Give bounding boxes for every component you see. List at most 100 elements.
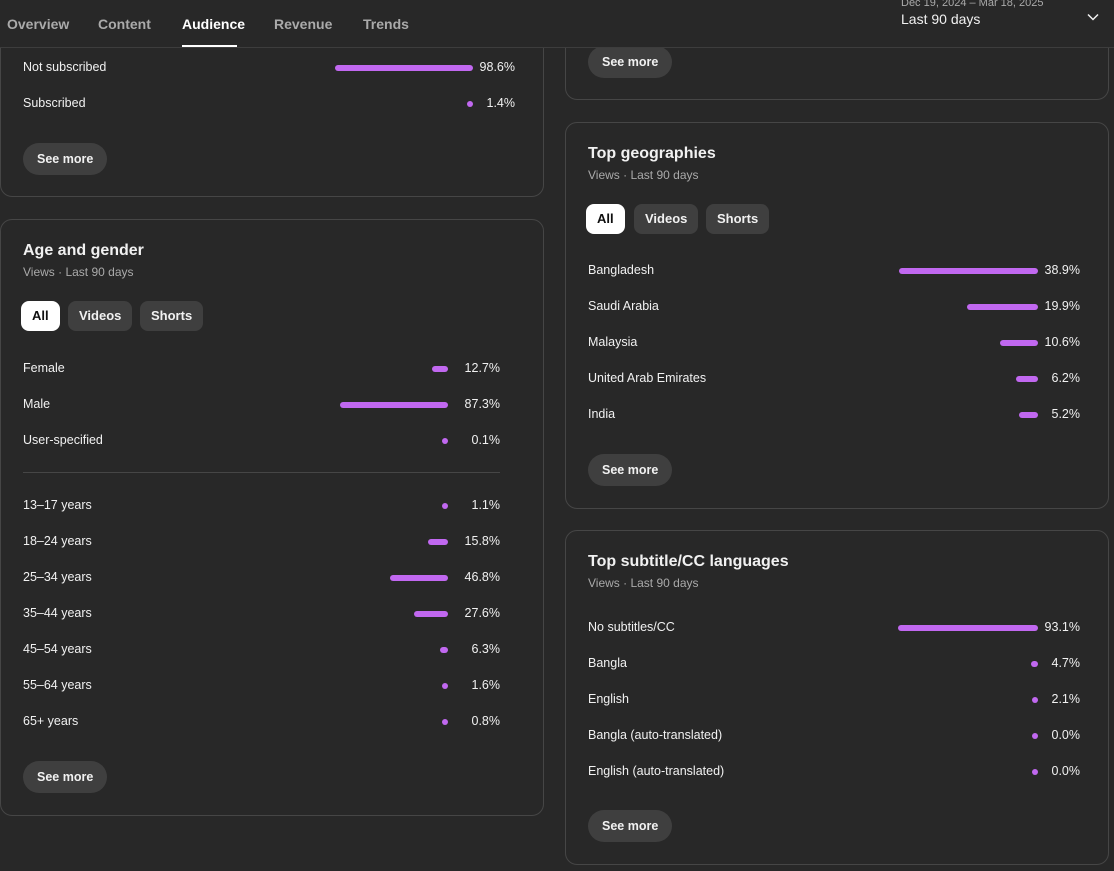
chip-shorts[interactable]: Shorts: [140, 301, 204, 331]
see-more-button[interactable]: See more: [588, 810, 673, 842]
list-item: Subscribed 1.4%: [23, 93, 515, 113]
row-percentage: 0.0%: [1051, 764, 1081, 778]
row-percentage: 27.6%: [464, 606, 500, 620]
see-more-button[interactable]: See more: [23, 143, 108, 175]
percentage-bar: [442, 438, 448, 444]
card-subtitle: Views · Last 90 days: [23, 265, 134, 279]
date-range-selector[interactable]: Dec 19, 2024 – Mar 18, 2025 Last 90 days: [901, 0, 1043, 27]
row-label: Subscribed: [23, 96, 86, 110]
chip-videos[interactable]: Videos: [68, 301, 133, 331]
list-item: Female 12.7%: [23, 358, 500, 378]
row-label: United Arab Emirates: [588, 371, 707, 385]
list-item: Malaysia 10.6%: [588, 332, 1080, 352]
row-label: Saudi Arabia: [588, 299, 659, 313]
row-percentage: 15.8%: [464, 534, 500, 548]
chip-all[interactable]: All: [586, 204, 625, 234]
date-range-label: Last 90 days: [901, 11, 981, 27]
percentage-bar: [1032, 769, 1038, 775]
percentage-bar: [1000, 340, 1038, 346]
row-percentage: 19.9%: [1044, 299, 1080, 313]
row-label: 25–34 years: [23, 570, 92, 584]
percentage-bar: [467, 101, 473, 107]
list-item: 35–44 years 27.6%: [23, 603, 500, 623]
row-percentage: 98.6%: [479, 60, 515, 74]
percentage-bar: [1031, 661, 1038, 667]
percentage-bar: [414, 611, 448, 617]
chip-all[interactable]: All: [21, 301, 60, 331]
percentage-bar: [898, 625, 1038, 631]
percentage-bar: [442, 683, 448, 689]
tab-overview[interactable]: Overview: [7, 16, 70, 32]
percentage-bar: [390, 575, 448, 581]
percentage-bar: [1032, 697, 1038, 703]
row-label: Bangla (auto-translated): [588, 728, 723, 742]
see-more-button[interactable]: See more: [23, 761, 108, 793]
percentage-bar: [899, 268, 1038, 274]
row-percentage: 12.7%: [464, 361, 500, 375]
card-subtitle: Views · Last 90 days: [588, 168, 699, 182]
row-percentage: 6.3%: [471, 642, 501, 656]
percentage-bar: [442, 719, 448, 725]
row-percentage: 93.1%: [1044, 620, 1080, 634]
percentage-bar: [340, 402, 448, 408]
row-percentage: 1.1%: [471, 498, 501, 512]
divider: [23, 472, 500, 473]
top-navigation-bar: Overview Content Audience Revenue Trends…: [0, 0, 1114, 48]
see-more-button[interactable]: See more: [588, 46, 673, 78]
list-item: India 5.2%: [588, 404, 1080, 424]
row-percentage: 1.6%: [471, 678, 501, 692]
row-percentage: 2.1%: [1051, 692, 1081, 706]
row-label: English (auto-translated): [588, 764, 725, 778]
see-more-button[interactable]: See more: [588, 454, 673, 486]
tab-trends[interactable]: Trends: [363, 16, 409, 32]
tab-audience[interactable]: Audience: [182, 16, 246, 32]
percentage-bar: [1016, 376, 1038, 382]
row-percentage: 6.2%: [1051, 371, 1081, 385]
list-item: 65+ years 0.8%: [23, 711, 500, 731]
row-percentage: 87.3%: [464, 397, 500, 411]
row-percentage: 46.8%: [464, 570, 500, 584]
row-label: English: [588, 692, 629, 706]
row-label: Not subscribed: [23, 60, 107, 74]
row-percentage: 38.9%: [1044, 263, 1080, 277]
row-label: No subtitles/CC: [588, 620, 675, 634]
list-item: 45–54 years 6.3%: [23, 639, 500, 659]
row-percentage: 1.4%: [486, 96, 516, 110]
percentage-bar: [967, 304, 1038, 310]
chevron-down-icon[interactable]: [1086, 10, 1100, 24]
row-label: 45–54 years: [23, 642, 92, 656]
row-label: Female: [23, 361, 65, 375]
row-percentage: 0.0%: [1051, 728, 1081, 742]
list-item: Bangla (auto-translated) 0.0%: [588, 725, 1080, 745]
percentage-bar: [1019, 412, 1038, 418]
age-gender-card: Age and gender Views · Last 90 days All …: [0, 219, 544, 816]
percentage-bar: [428, 539, 448, 545]
list-item: 18–24 years 15.8%: [23, 531, 500, 551]
chip-videos[interactable]: Videos: [634, 204, 699, 234]
row-label: Bangla: [588, 656, 627, 670]
list-item: Not subscribed 98.6%: [23, 57, 515, 77]
active-tab-indicator: [182, 45, 237, 47]
card-subtitle: Views · Last 90 days: [588, 576, 699, 590]
row-label: 13–17 years: [23, 498, 92, 512]
list-item: 55–64 years 1.6%: [23, 675, 500, 695]
row-label: User-specified: [23, 433, 103, 447]
top-geographies-card: Top geographies Views · Last 90 days All…: [565, 122, 1109, 509]
percentage-bar: [432, 366, 448, 372]
list-item: Bangladesh 38.9%: [588, 260, 1080, 280]
card-title: Top geographies: [588, 145, 716, 162]
row-label: Bangladesh: [588, 263, 655, 277]
list-item: Bangla 4.7%: [588, 653, 1080, 673]
row-label: Malaysia: [588, 335, 638, 349]
tab-revenue[interactable]: Revenue: [274, 16, 333, 32]
list-item: English (auto-translated) 0.0%: [588, 761, 1080, 781]
chip-shorts[interactable]: Shorts: [706, 204, 770, 234]
list-item: 13–17 years 1.1%: [23, 495, 500, 515]
row-percentage: 5.2%: [1051, 407, 1081, 421]
row-label: India: [588, 407, 616, 421]
row-label: 35–44 years: [23, 606, 92, 620]
card-title: Top subtitle/CC languages: [588, 553, 789, 570]
subtitle-languages-card: Top subtitle/CC languages Views · Last 9…: [565, 530, 1109, 865]
card-title: Age and gender: [23, 242, 144, 259]
tab-content[interactable]: Content: [98, 16, 151, 32]
